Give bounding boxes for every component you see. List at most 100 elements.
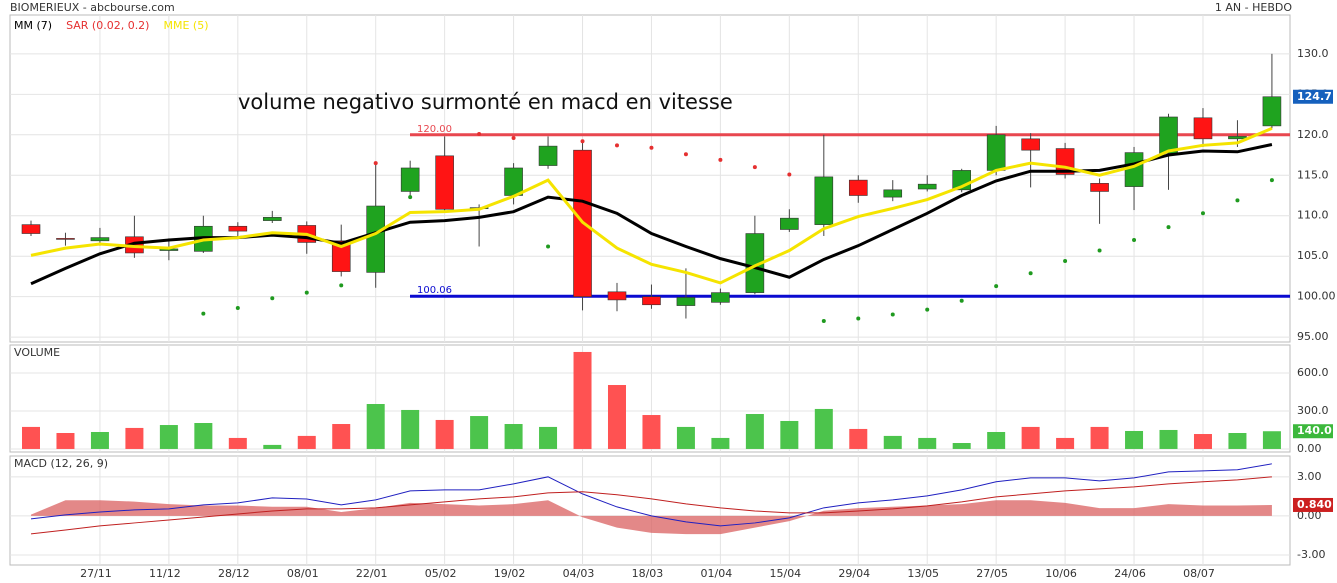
- volume-bar: [987, 431, 1006, 449]
- sar-dot: [546, 244, 551, 249]
- volume-bar: [1125, 430, 1144, 449]
- x-tick-label: 22/01: [356, 567, 388, 580]
- legend-entry: SAR (0.02, 0.2): [66, 19, 149, 32]
- candle-body: [986, 134, 1006, 171]
- candle-body: [366, 205, 386, 273]
- y-tick-label: 600.0: [1297, 366, 1329, 379]
- sar-dot: [821, 318, 826, 323]
- candle-body: [607, 291, 627, 301]
- ma-line: [30, 126, 1273, 285]
- x-tick-label: 27/11: [80, 567, 112, 580]
- sar-dot: [408, 195, 413, 200]
- last-value-box: [1293, 424, 1333, 439]
- sar-dot: [683, 152, 688, 157]
- x-tick-label: 08/01: [287, 567, 319, 580]
- sar-dot: [373, 161, 378, 166]
- sar-dot: [994, 284, 999, 289]
- y-tick-label: -3.00: [1297, 548, 1325, 561]
- legend-entry: MM (7): [14, 19, 52, 32]
- x-tick-label: 08/07: [1183, 567, 1215, 580]
- volume-bar: [504, 424, 523, 449]
- volume-bar: [642, 415, 661, 449]
- sar-dot: [1063, 259, 1068, 264]
- volume-bar: [607, 385, 626, 449]
- volume-bar: [263, 444, 282, 449]
- x-tick-label: 13/05: [907, 567, 939, 580]
- volume-bar: [1056, 437, 1075, 449]
- candle-body: [56, 238, 75, 240]
- volume-bar: [366, 404, 385, 449]
- last-value: 124.7: [1297, 90, 1332, 103]
- y-tick-label: 3.00: [1297, 470, 1322, 483]
- sar-dot: [235, 306, 240, 311]
- x-tick-label: 19/02: [494, 567, 526, 580]
- y-tick-label: 0.00: [1297, 442, 1322, 455]
- chart-title: BIOMERIEUX - abcbourse.com: [10, 1, 175, 14]
- h-line-label: 100.06: [417, 285, 452, 296]
- candle-body: [262, 217, 282, 221]
- annotation: volume negativo surmonté en macd en vite…: [238, 90, 733, 114]
- sar-dot: [649, 145, 654, 150]
- candle-body: [1090, 183, 1109, 192]
- sar-dot: [718, 157, 723, 162]
- x-tick-label: 10/06: [1045, 567, 1077, 580]
- y-tick-label: 100.00: [1297, 290, 1336, 303]
- sar-dot: [339, 283, 344, 288]
- candle-body: [780, 217, 799, 230]
- candle-body: [331, 240, 351, 272]
- volume-bar: [194, 423, 213, 449]
- x-tick-label: 27/05: [976, 567, 1008, 580]
- macd-line: [30, 463, 1273, 527]
- sar-dot: [580, 139, 585, 144]
- sar-dot: [477, 131, 482, 136]
- volume-bar: [539, 426, 558, 449]
- y-tick-label: 300.0: [1297, 404, 1329, 417]
- candle-body: [228, 225, 248, 232]
- x-tick-label: 15/04: [769, 567, 801, 580]
- sar-dot: [959, 298, 964, 303]
- volume-bar: [573, 351, 592, 449]
- candle-body: [400, 167, 420, 192]
- sar-dot: [1097, 248, 1102, 253]
- volume-bar: [401, 409, 420, 449]
- sar-dot: [925, 307, 930, 312]
- sar-dot: [511, 136, 516, 141]
- candle-body: [504, 167, 523, 196]
- period: 1 AN - HEBDO: [1215, 1, 1292, 14]
- volume-bar: [1228, 433, 1247, 449]
- macd-histogram: [31, 500, 1272, 535]
- volume-bar: [1090, 426, 1109, 449]
- sar-dot: [856, 316, 861, 321]
- volume-panel: [9, 344, 1291, 453]
- candle-body: [1159, 116, 1178, 154]
- sar-dot: [1166, 225, 1171, 230]
- candle-body: [1228, 136, 1247, 140]
- volume-bar: [676, 426, 695, 449]
- candle-body: [917, 183, 937, 190]
- volume-bar: [159, 425, 178, 449]
- candle-body: [1262, 96, 1282, 127]
- sar-dot: [1200, 211, 1205, 216]
- volume-bar: [918, 437, 937, 449]
- sar-dot: [304, 290, 309, 295]
- last-value: 0.840: [1297, 498, 1332, 511]
- y-tick-label: 95.00: [1297, 330, 1329, 343]
- sar-dot: [752, 165, 757, 170]
- volume-bar: [435, 419, 454, 449]
- macd-panel: [9, 455, 1291, 566]
- h-line-label: 120.00: [417, 124, 452, 135]
- panel-label: VOLUME: [14, 346, 60, 359]
- x-tick-label: 24/06: [1114, 567, 1146, 580]
- sar-dot: [1132, 238, 1137, 243]
- legend-entry: MME (5): [163, 19, 208, 32]
- sar-dot: [890, 312, 895, 317]
- sar-dot: [201, 311, 206, 316]
- volume-bar: [952, 443, 971, 449]
- y-tick-label: 130.0: [1297, 47, 1329, 60]
- last-value-box: [1293, 497, 1333, 512]
- sar-dot: [1235, 198, 1240, 203]
- volume-bar: [22, 426, 40, 449]
- x-tick-label: 29/04: [838, 567, 870, 580]
- candle-body: [435, 155, 454, 210]
